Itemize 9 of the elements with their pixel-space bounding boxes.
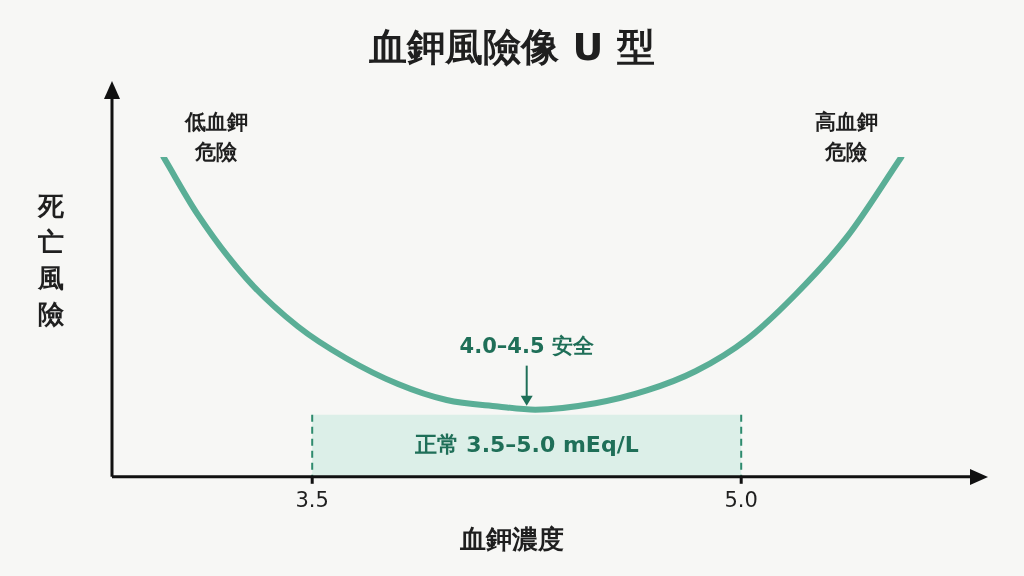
annotation: 低血鉀危險 [183, 110, 248, 165]
x-tick-label: 5.0 [724, 487, 758, 512]
x-tick-label: 3.5 [295, 487, 329, 512]
x-axis-title: 血鉀濃度 [459, 523, 565, 556]
chart-title: 血鉀風險像 U 型 [368, 24, 656, 71]
band-label: 正常 3.5–5.0 mEq/L [413, 431, 639, 457]
annotation: 高血鉀危險 [814, 110, 878, 165]
annotation: 4.0–4.5 安全 [459, 334, 595, 359]
y-axis-title: 死亡風險 [36, 190, 65, 331]
